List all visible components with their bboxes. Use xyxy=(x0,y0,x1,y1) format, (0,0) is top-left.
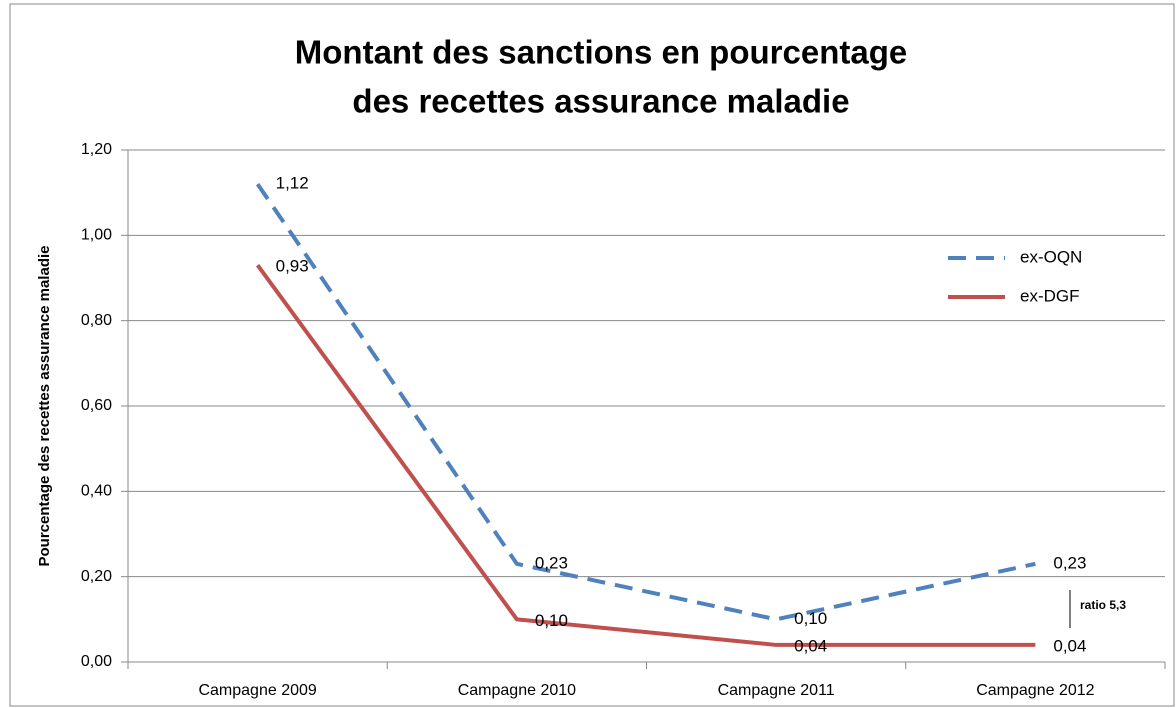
series-line xyxy=(256,264,1036,647)
x-tick-label: Campagne 2009 xyxy=(198,682,316,699)
data-label: 0,04 xyxy=(794,636,827,655)
chart-frame xyxy=(9,3,1175,707)
y-tick-label: 0,00 xyxy=(81,653,112,670)
data-label: 0,10 xyxy=(535,611,568,630)
y-tick-label: 0,60 xyxy=(81,397,112,414)
y-tick-label: 1,20 xyxy=(81,141,112,158)
data-label: 0,04 xyxy=(1053,636,1086,655)
data-label: 0,93 xyxy=(276,257,309,276)
chart-title: Montant des sanctions en pourcentage xyxy=(295,34,907,71)
annotation: ratio 5,3 xyxy=(1080,598,1126,612)
y-tick-label: 0,20 xyxy=(81,568,112,585)
y-tick-label: 1,00 xyxy=(81,227,112,244)
y-axis-label: Pourcentage des recettes assurance malad… xyxy=(36,246,53,567)
data-label: 0,23 xyxy=(1053,553,1086,572)
data-label: 0,10 xyxy=(794,609,827,628)
legend-label: ex-OQN xyxy=(1020,247,1082,266)
y-tick-label: 0,40 xyxy=(81,483,112,500)
x-tick-label: Campagne 2012 xyxy=(976,682,1094,699)
legend-label: ex-DGF xyxy=(1020,286,1080,305)
y-tick-label: 0,80 xyxy=(81,312,112,329)
x-tick-label: Campagne 2010 xyxy=(458,682,576,699)
series-line xyxy=(255,183,1036,622)
data-label: 0,23 xyxy=(535,553,568,572)
chart-title: des recettes assurance maladie xyxy=(352,83,849,120)
data-label: 1,12 xyxy=(276,174,309,193)
x-tick-label: Campagne 2011 xyxy=(718,682,835,699)
